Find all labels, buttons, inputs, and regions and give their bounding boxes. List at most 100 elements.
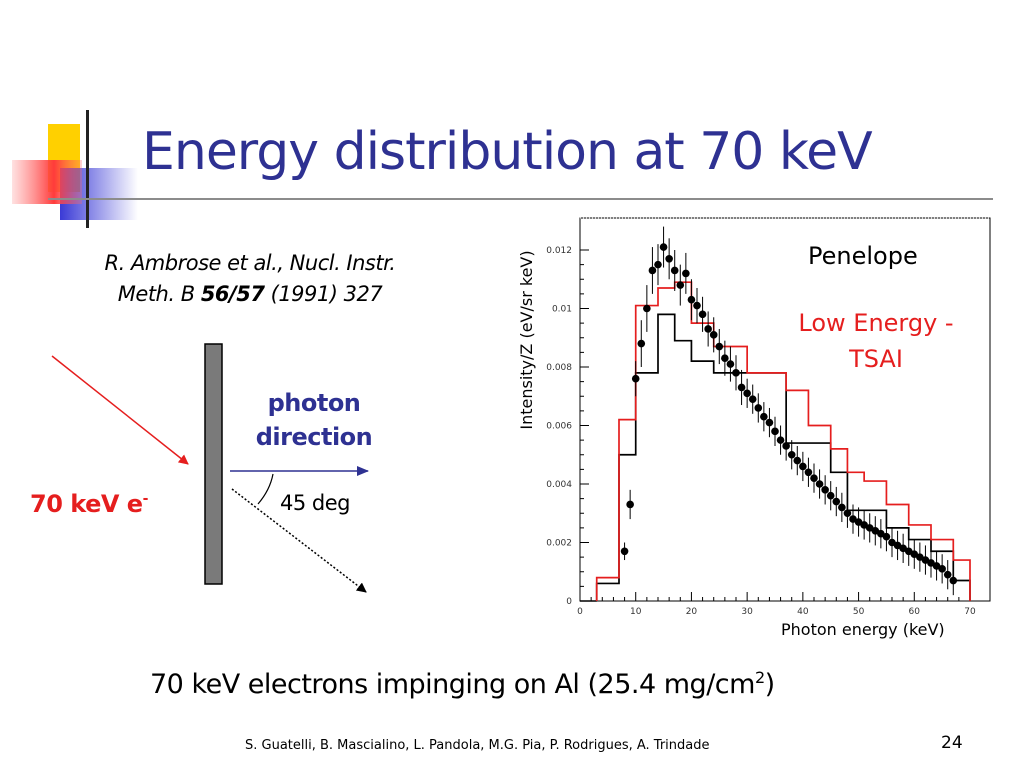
plot-frame — [579, 217, 991, 602]
y-tick-label: 0.004 — [546, 480, 572, 490]
x-tick-label: 50 — [853, 607, 865, 617]
y-tick-label: 0.006 — [546, 422, 572, 432]
x-tick-label: 40 — [797, 607, 809, 617]
y-axis-label: Intensity/Z (eV/sr keV) — [517, 250, 536, 430]
data-point — [938, 565, 946, 573]
y-tick-label: 0.002 — [546, 539, 572, 549]
data-point — [704, 325, 712, 333]
data-point — [810, 474, 818, 482]
data-point — [916, 553, 924, 561]
data-point — [631, 374, 640, 383]
data-point — [776, 436, 785, 444]
data-point — [893, 541, 902, 550]
data-point — [654, 260, 662, 269]
data-point — [698, 310, 707, 319]
data-point — [643, 304, 651, 313]
setup-diagram — [51, 343, 369, 593]
data-point — [843, 509, 852, 518]
data-point — [787, 450, 796, 459]
citation-volume: 56/57 — [200, 282, 265, 306]
data-point — [793, 456, 802, 465]
data-point — [687, 295, 696, 304]
data-point — [821, 486, 829, 494]
data-point — [760, 412, 768, 421]
data-point — [693, 301, 701, 310]
y-tick-label: 0.008 — [546, 363, 572, 373]
data-point — [626, 500, 634, 509]
citation-line-1: R. Ambrose et al., Nucl. Instr. — [104, 251, 396, 275]
data-point — [782, 442, 790, 450]
beam-label-charge: - — [142, 491, 149, 507]
caption-exponent: 2 — [754, 668, 765, 687]
angle-arc — [257, 473, 274, 505]
data-point — [854, 518, 863, 526]
data-point — [838, 503, 846, 512]
data-point — [943, 570, 952, 579]
citation-year-pages: (1991) 327 — [270, 282, 383, 306]
data-point — [743, 389, 751, 398]
data-point — [682, 269, 690, 278]
x-tick-label: 20 — [686, 607, 698, 617]
electron-beam-arrow — [51, 355, 189, 465]
data-point — [932, 562, 941, 570]
data-point — [665, 254, 673, 263]
slide-title: Energy distribution at 70 keV — [142, 122, 873, 182]
photon-direction-line-2: direction — [255, 423, 373, 451]
data-point — [765, 418, 774, 427]
footer-authors: S. Guatelli, B. Mascialino, L. Pandola, … — [245, 738, 710, 753]
data-point — [860, 521, 868, 529]
data-point — [648, 266, 657, 275]
legend-penelope: Penelope — [808, 242, 918, 270]
energy-distribution-chart: 0 0.002 0.004 0.006 0.008 0.01 0.012 0 10 20 30 40 5… — [546, 217, 991, 617]
caption-text: 70 keV electrons impinging on Al (25.4 m… — [150, 669, 755, 700]
target-plate — [204, 343, 223, 585]
data-point — [871, 527, 880, 535]
data-point — [659, 243, 668, 251]
data-point — [670, 266, 679, 275]
x-tick-label: 60 — [909, 607, 921, 617]
data-point — [849, 515, 857, 523]
scattered-direction-arrow — [231, 488, 367, 593]
data-point — [715, 342, 724, 351]
data-point — [737, 383, 746, 392]
data-point — [804, 468, 813, 477]
data-point — [865, 524, 874, 532]
data-point — [832, 497, 841, 506]
data-point — [754, 404, 763, 412]
citation-line-2: Meth. B 56/57 (1991) 327 — [40, 279, 460, 310]
data-point — [910, 550, 919, 558]
data-point — [877, 529, 885, 538]
data-point — [726, 360, 735, 368]
x-tick-label: 0 — [577, 607, 583, 617]
title-divider — [48, 198, 993, 200]
beam-label: 70 keV e- — [30, 490, 148, 518]
data-point — [888, 538, 896, 547]
data-point — [899, 544, 907, 553]
angle-label: 45 deg — [280, 491, 350, 515]
data-point — [949, 576, 958, 585]
legend-low-energy-tsai: Low Energy - TSAI — [798, 309, 954, 373]
data-point — [799, 462, 807, 471]
data-point — [748, 395, 757, 403]
citation-journal: Meth. B — [117, 282, 195, 306]
caption-close: ) — [764, 669, 776, 700]
data-point — [826, 491, 835, 500]
y-tick-label: 0.01 — [552, 305, 572, 315]
data-point — [927, 559, 935, 567]
data-point — [709, 331, 718, 339]
x-tick-label: 30 — [741, 607, 753, 617]
low-energy-tsai-histogram — [595, 281, 971, 601]
data-point — [921, 556, 930, 564]
y-tick-label: 0.012 — [546, 246, 572, 256]
data-point — [771, 427, 779, 436]
page-number: 24 — [941, 733, 963, 753]
x-axis-label: Photon energy (keV) — [781, 620, 945, 639]
photon-direction-label: photon direction — [232, 386, 396, 454]
y-tick-label: 0 — [566, 597, 572, 607]
data-point — [637, 339, 646, 348]
x-tick-label: 70 — [964, 607, 976, 617]
data-point — [721, 354, 729, 363]
data-point — [620, 547, 629, 556]
data-point — [732, 369, 740, 377]
data-point — [676, 281, 685, 289]
